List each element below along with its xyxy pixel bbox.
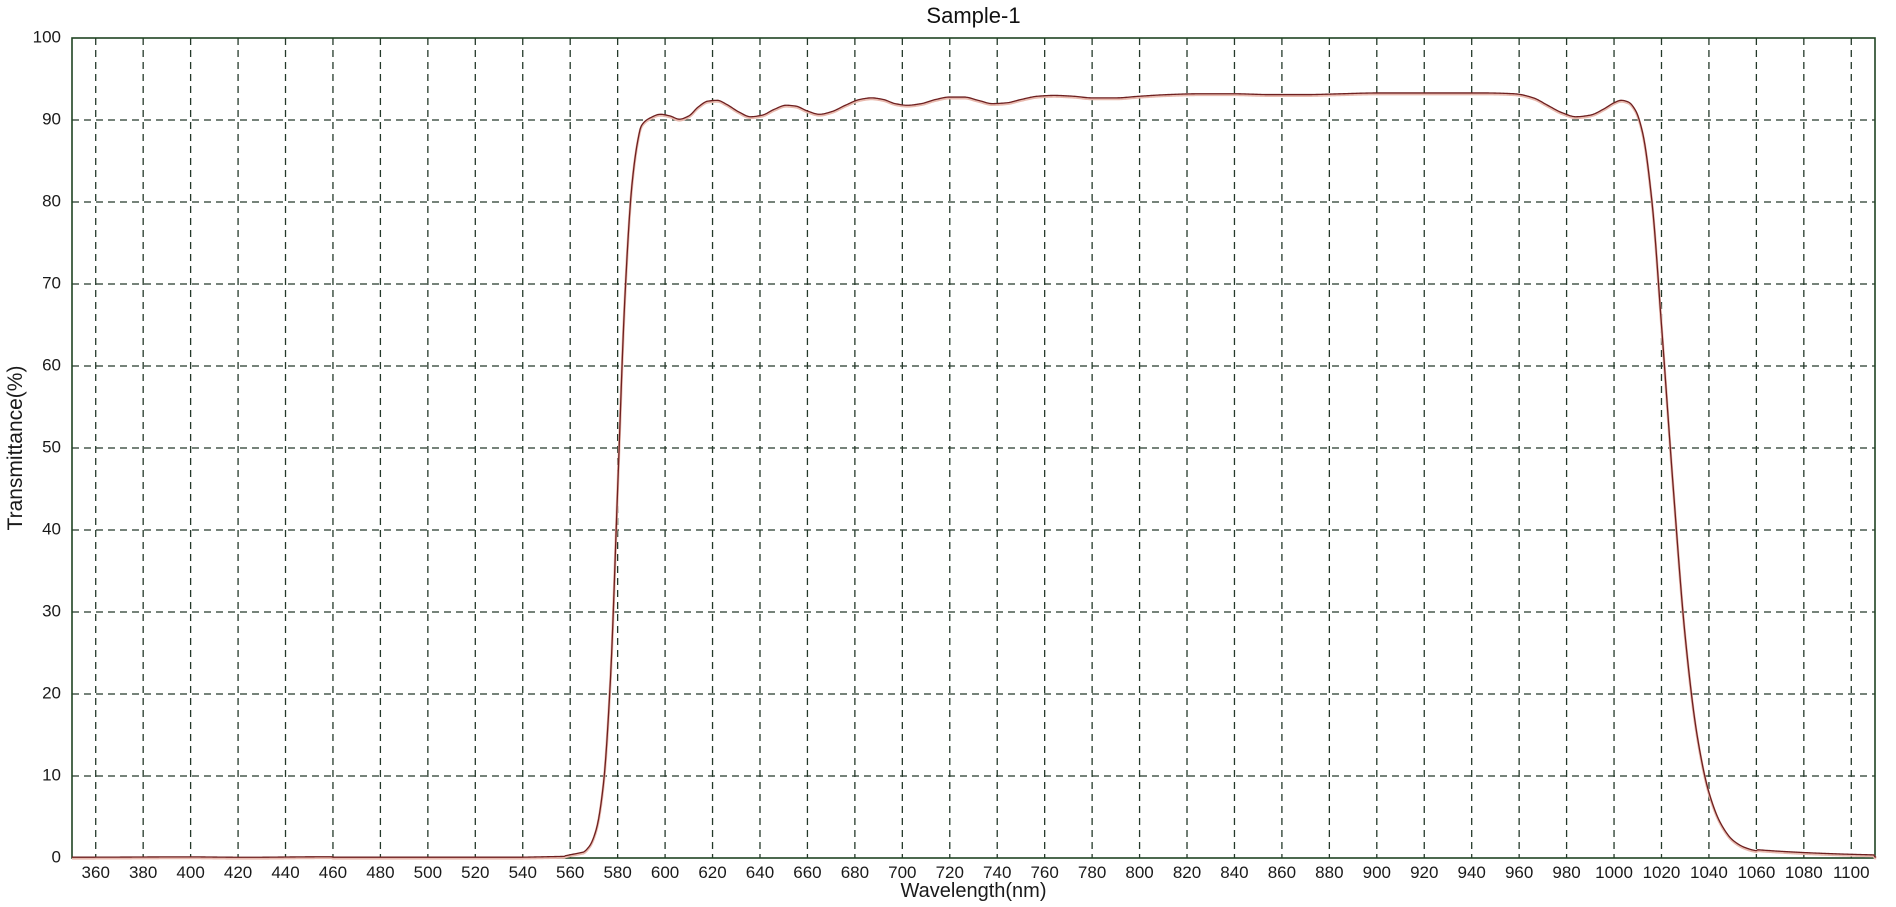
svg-text:80: 80 [42, 191, 61, 210]
svg-text:0: 0 [52, 847, 61, 866]
svg-text:460: 460 [319, 863, 347, 882]
svg-text:10: 10 [42, 765, 61, 784]
svg-text:560: 560 [556, 863, 584, 882]
svg-text:940: 940 [1458, 863, 1486, 882]
svg-text:360: 360 [82, 863, 110, 882]
svg-text:1100: 1100 [1833, 863, 1870, 882]
svg-text:520: 520 [461, 863, 489, 882]
svg-text:580: 580 [603, 863, 631, 882]
svg-text:840: 840 [1220, 863, 1248, 882]
svg-text:860: 860 [1268, 863, 1296, 882]
svg-text:60: 60 [42, 355, 61, 374]
svg-text:480: 480 [366, 863, 394, 882]
svg-text:70: 70 [42, 273, 61, 292]
svg-text:Transmittance(%): Transmittance(%) [4, 366, 27, 531]
svg-text:800: 800 [1125, 863, 1153, 882]
svg-text:50: 50 [42, 437, 61, 456]
svg-text:880: 880 [1315, 863, 1343, 882]
svg-text:40: 40 [42, 519, 61, 538]
svg-text:600: 600 [651, 863, 679, 882]
svg-text:960: 960 [1505, 863, 1533, 882]
svg-text:420: 420 [224, 863, 252, 882]
svg-text:1080: 1080 [1785, 863, 1823, 882]
svg-text:980: 980 [1552, 863, 1580, 882]
svg-text:1020: 1020 [1643, 863, 1681, 882]
svg-text:90: 90 [42, 109, 61, 128]
svg-text:100: 100 [33, 27, 61, 46]
svg-text:1060: 1060 [1737, 863, 1775, 882]
svg-text:1040: 1040 [1690, 863, 1728, 882]
svg-text:680: 680 [841, 863, 869, 882]
svg-text:900: 900 [1363, 863, 1391, 882]
svg-text:640: 640 [746, 863, 774, 882]
svg-text:Sample-1: Sample-1 [926, 3, 1020, 28]
svg-text:820: 820 [1173, 863, 1201, 882]
svg-text:380: 380 [129, 863, 157, 882]
svg-text:440: 440 [271, 863, 299, 882]
svg-text:1000: 1000 [1595, 863, 1633, 882]
svg-text:20: 20 [42, 683, 61, 702]
svg-text:660: 660 [793, 863, 821, 882]
svg-text:30: 30 [42, 601, 61, 620]
svg-text:540: 540 [509, 863, 537, 882]
svg-text:Wavelength(nm): Wavelength(nm) [901, 880, 1047, 902]
svg-text:780: 780 [1078, 863, 1106, 882]
svg-text:400: 400 [176, 863, 204, 882]
svg-text:500: 500 [414, 863, 442, 882]
svg-text:620: 620 [698, 863, 726, 882]
svg-text:920: 920 [1410, 863, 1438, 882]
